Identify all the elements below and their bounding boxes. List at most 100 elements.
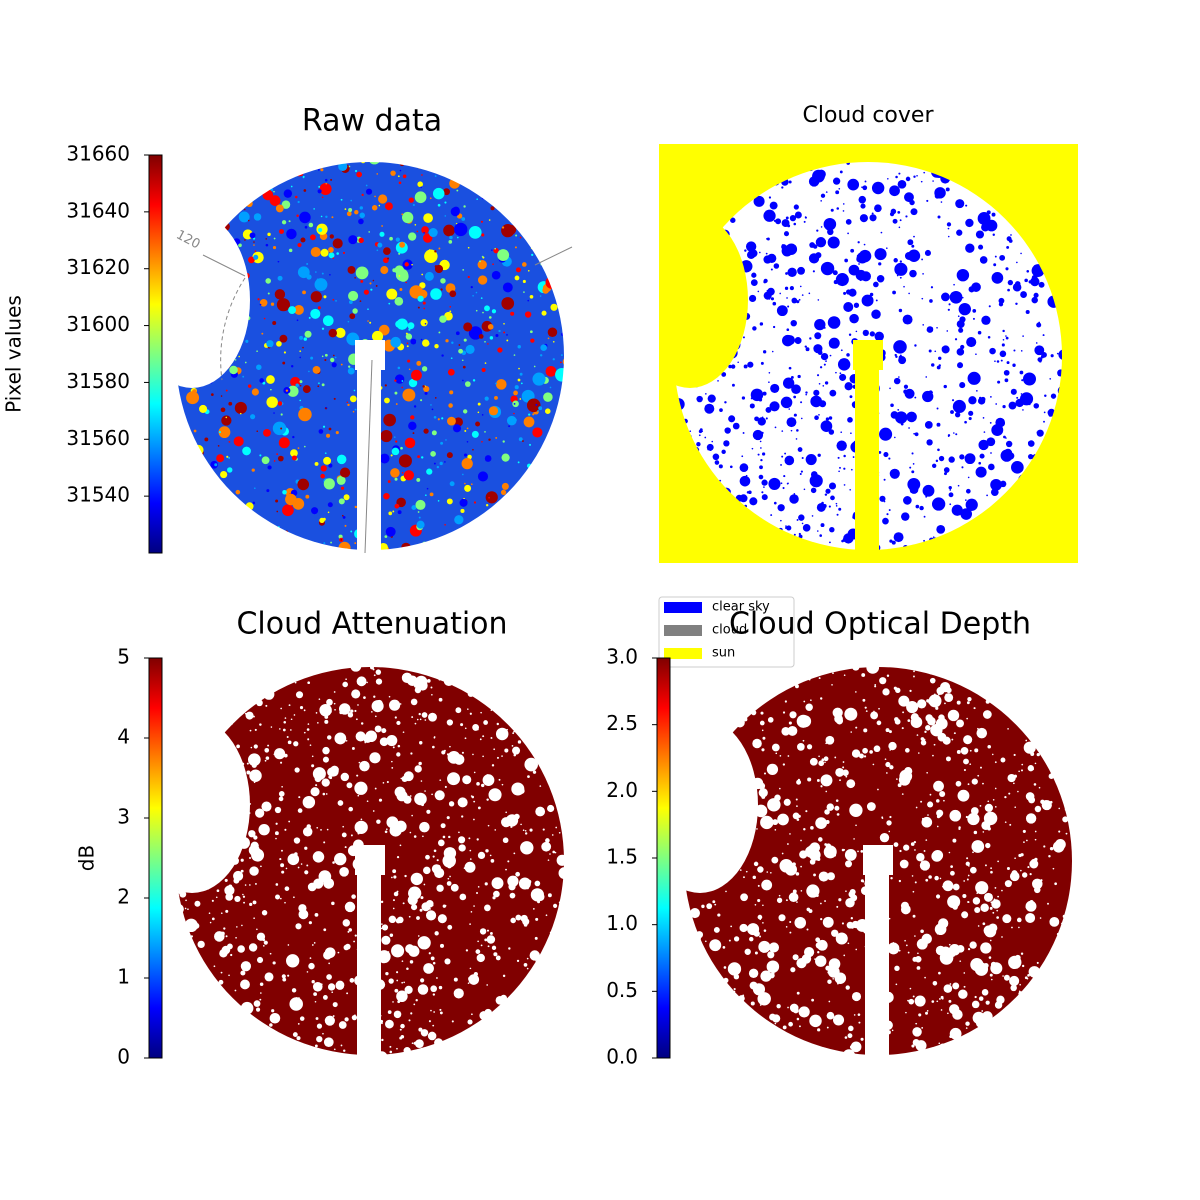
texture-dot [893,377,901,385]
texture-dot [308,962,315,970]
texture-dot [874,331,884,342]
texture-dot [495,333,499,338]
texture-dot [274,831,279,836]
texture-dot [527,879,532,884]
texture-dot [940,173,951,184]
texture-dot [759,465,763,470]
texture-dot [262,189,274,201]
texture-dot [277,401,283,406]
texture-dot [356,676,367,687]
texture-dot [324,1015,335,1026]
texture-dot [1019,392,1034,406]
texture-dot [414,191,427,204]
texture-dot [564,852,566,855]
texture-dot [986,494,988,497]
texture-dot [327,983,336,991]
texture-dot [993,263,997,267]
texture-dot [1020,291,1027,298]
texture-dot [820,917,823,921]
texture-dot [786,417,797,428]
texture-dot [966,337,977,348]
texture-dot [788,721,792,725]
texture-dot [1001,343,1005,347]
texture-dot [949,809,962,822]
texture-dot [844,382,853,391]
legend-swatch [664,602,702,613]
texture-dot [446,881,452,886]
texture-dot [382,983,385,986]
texture-dot [332,298,335,301]
texture-dot [564,850,567,853]
texture-dot [776,305,788,317]
texture-dot [449,390,454,395]
texture-dot [1034,345,1045,356]
texture-dot [234,359,237,361]
texture-dot [936,809,944,817]
texture-dot [273,753,276,756]
texture-dot [535,806,546,817]
texture-dot [328,962,330,965]
texture-dot [967,371,981,385]
texture-dot [333,691,336,693]
texture-dot [338,1021,347,1029]
texture-dot [310,291,322,303]
texture-dot [393,875,397,879]
texture-dot [460,508,465,514]
texture-dot [371,330,384,342]
texture-dot [486,929,490,932]
texture-dot [519,372,523,376]
texture-dot [209,374,212,377]
texture-dot [920,800,923,803]
texture-dot [456,182,458,184]
texture-dot [816,229,819,232]
texture-dot [398,275,401,277]
texture-dot [841,848,845,852]
texture-dot [293,714,296,716]
texture-dot [444,215,447,217]
texture-dot [432,745,435,749]
texture-dot [915,504,920,509]
texture-dot [1033,783,1037,786]
texture-dot [279,334,288,343]
texture-dot [381,728,387,734]
texture-dot [240,858,244,862]
texture-dot [436,864,441,869]
texture-dot [333,702,336,705]
texture-dot [320,983,323,986]
texture-dot [417,936,431,950]
texture-dot [830,495,835,501]
texture-dot [220,912,223,915]
texture-dot [331,362,337,368]
texture-dot [892,942,895,944]
texture-dot [916,734,919,736]
texture-dot [847,852,853,858]
colorbar-tick-label: 31540 [66,483,130,507]
texture-dot [350,530,353,533]
texture-dot [799,472,802,475]
texture-dot [399,703,402,705]
texture-dot [765,406,772,413]
texture-dot [763,255,772,264]
texture-dot [1006,245,1010,249]
texture-dot [443,675,455,687]
texture-dot [748,510,751,513]
texture-dot [828,416,833,420]
texture-dot [1050,393,1057,399]
texture-dot [309,234,316,241]
polar-line [364,359,373,554]
texture-dot [781,430,784,432]
texture-dot [300,237,306,243]
texture-dot [391,760,393,763]
texture-dot [826,803,835,811]
texture-dot [884,758,887,761]
texture-dot [552,850,556,854]
texture-dot [997,860,999,863]
texture-dot [836,905,839,908]
texture-dot [750,1001,755,1006]
texture-dot [326,698,333,706]
texture-dot [417,666,419,668]
texture-dot [857,410,867,420]
texture-dot [333,1048,336,1051]
texture-dot [496,722,499,726]
texture-dot [486,798,489,801]
